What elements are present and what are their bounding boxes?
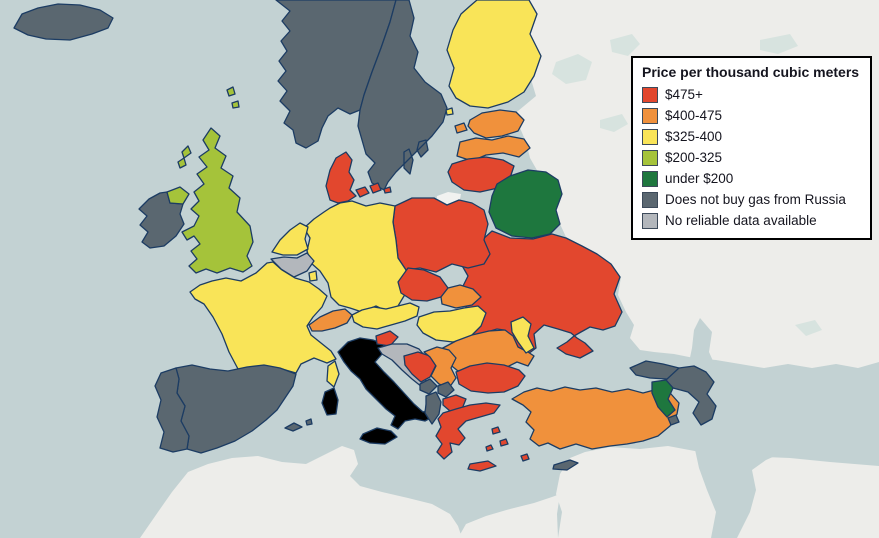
legend-label: $325-400 — [665, 129, 723, 144]
country-sweden — [357, 0, 448, 191]
country-iceland — [13, 3, 114, 41]
legend-label: $475+ — [665, 87, 703, 102]
lake — [600, 114, 628, 132]
country-kosovo — [437, 381, 455, 398]
lake-ladoga — [552, 54, 592, 84]
country-hungary — [416, 305, 487, 343]
legend-swatch-no-russian-gas — [642, 191, 658, 208]
land-north-africa — [140, 446, 462, 538]
legend-title: Price per thousand cubic meters — [642, 64, 860, 80]
lake — [795, 320, 822, 336]
country-armenia — [651, 379, 676, 418]
country-cyprus — [552, 459, 579, 471]
country-northern-ireland — [166, 186, 190, 205]
legend-item: $325-400 — [640, 126, 863, 147]
country-belarus — [488, 169, 563, 239]
country-bulgaria — [455, 362, 526, 394]
legend-swatch-under-200 — [642, 170, 658, 187]
caspian-sea — [687, 318, 794, 538]
legend-label: Does not buy gas from Russia — [665, 192, 846, 207]
country-france — [189, 261, 340, 388]
lake — [760, 34, 798, 54]
country-bosnia — [403, 351, 437, 383]
legend-swatch-325-400 — [642, 128, 658, 145]
country-luxembourg — [308, 270, 318, 282]
country-slovenia — [375, 330, 399, 347]
legend-swatch-400-475 — [642, 107, 658, 124]
country-switzerland — [308, 308, 353, 332]
country-moldova — [510, 316, 535, 354]
country-estonia — [454, 109, 525, 139]
country-serbia — [423, 346, 457, 389]
country-turkey — [511, 386, 680, 450]
legend-item: $400-475 — [640, 105, 863, 126]
country-austria — [351, 302, 420, 330]
legend-label: $200-325 — [665, 150, 723, 165]
country-belgium — [270, 252, 315, 278]
legend-item: No reliable data available — [640, 210, 863, 231]
country-albania — [424, 391, 442, 425]
legend-item: $475+ — [640, 84, 863, 105]
country-denmark — [325, 151, 392, 204]
country-netherlands — [271, 222, 309, 256]
legend-item: $200-325 — [640, 147, 863, 168]
legend-label: $400-475 — [665, 108, 723, 123]
country-greece — [435, 402, 530, 472]
country-poland — [392, 197, 491, 273]
legend-swatch-475plus — [642, 86, 658, 103]
legend-item: under $200 — [640, 168, 863, 189]
country-united-kingdom — [177, 86, 254, 274]
legend: Price per thousand cubic meters $475+ $4… — [631, 56, 872, 240]
country-azerbaijan — [665, 365, 717, 426]
legend-label: No reliable data available — [665, 213, 817, 228]
legend-swatch-200-325 — [642, 149, 658, 166]
legend-item: Does not buy gas from Russia — [640, 189, 863, 210]
lake-onega — [610, 34, 640, 56]
country-portugal — [154, 367, 190, 453]
country-montenegro — [419, 378, 438, 395]
country-slovakia — [440, 284, 482, 309]
country-romania — [440, 329, 535, 372]
legend-label: under $200 — [665, 171, 734, 186]
legend-swatch-no-data — [642, 212, 658, 229]
land-egypt-levant — [458, 494, 560, 538]
country-finland — [445, 0, 542, 116]
